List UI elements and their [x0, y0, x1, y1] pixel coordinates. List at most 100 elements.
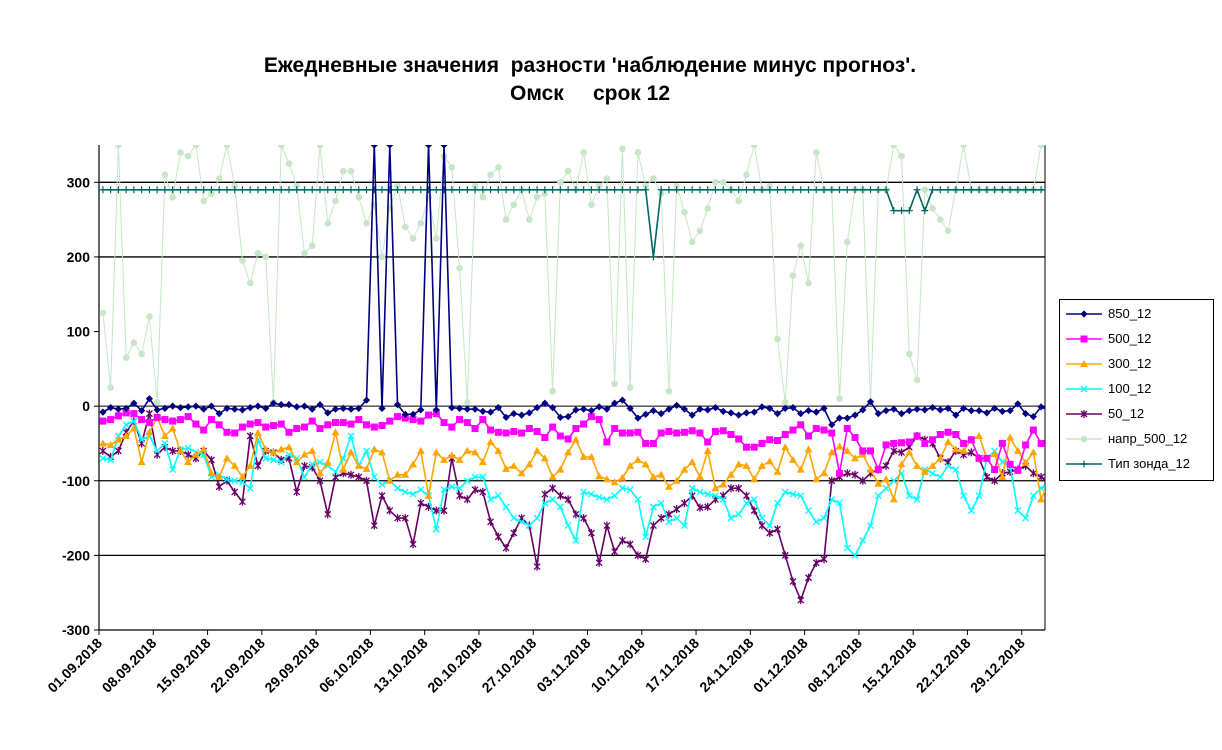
data-point [169, 417, 177, 425]
data-point [757, 461, 766, 469]
data-point [890, 439, 898, 447]
data-point [680, 522, 688, 529]
data-point [998, 473, 1007, 481]
data-point [448, 186, 456, 194]
data-point [1022, 441, 1030, 449]
data-point [633, 455, 642, 463]
data-point [564, 435, 572, 443]
data-point [936, 186, 944, 194]
data-point [378, 481, 386, 488]
data-point [913, 432, 921, 440]
data-point [898, 207, 906, 215]
data-point [332, 468, 339, 476]
data-point [494, 446, 503, 454]
data-point [300, 186, 308, 194]
data-point [657, 470, 666, 478]
data-point [138, 407, 146, 415]
data-point [370, 186, 378, 194]
data-point [758, 403, 766, 411]
data-point [277, 458, 285, 466]
x-tick-label: 17.11.2018 [642, 635, 702, 695]
data-point [231, 477, 239, 485]
data-point [215, 175, 223, 182]
data-point [424, 491, 433, 499]
data-point [370, 521, 378, 530]
data-point [991, 466, 999, 474]
data-point [285, 160, 293, 167]
data-point [448, 404, 456, 412]
data-point [471, 186, 479, 194]
data-point [836, 186, 844, 194]
data-point [1037, 473, 1045, 482]
data-point [208, 190, 215, 197]
data-point [254, 402, 262, 410]
data-point [611, 492, 619, 500]
legend-swatch [1066, 460, 1102, 468]
data-point [494, 492, 502, 500]
data-point [851, 551, 859, 559]
data-point [960, 145, 967, 149]
data-point [843, 446, 852, 454]
data-point [370, 445, 379, 453]
data-point [742, 443, 750, 451]
data-point [169, 446, 177, 455]
data-point [797, 186, 805, 194]
data-point [743, 171, 750, 179]
data-point [145, 186, 153, 194]
data-point [634, 428, 642, 436]
data-point [362, 396, 371, 404]
data-point [122, 354, 130, 361]
data-point [836, 499, 843, 507]
data-point [130, 410, 138, 418]
data-point [207, 186, 215, 194]
data-point [890, 446, 898, 455]
data-point [928, 461, 937, 469]
data-point [688, 238, 696, 246]
data-point [292, 458, 301, 466]
data-point [913, 376, 921, 384]
data-point [1006, 407, 1014, 415]
data-point [696, 503, 704, 512]
data-point [781, 443, 790, 451]
data-point [719, 186, 727, 194]
data-point [191, 450, 200, 458]
data-point [417, 186, 425, 194]
data-point [626, 429, 634, 437]
data-point [1006, 460, 1014, 468]
data-point [238, 478, 246, 486]
data-point [936, 454, 945, 462]
data-point [231, 182, 238, 190]
data-point [425, 411, 433, 419]
data-point [448, 164, 456, 171]
data-point [704, 186, 712, 194]
series-line [102, 145, 1045, 403]
data-point [859, 186, 867, 194]
data-point [486, 408, 495, 416]
data-point [688, 186, 696, 194]
data-point [618, 186, 626, 194]
data-point [308, 186, 316, 194]
data-point [1080, 360, 1088, 367]
data-point [355, 186, 363, 194]
data-point [611, 547, 619, 556]
data-point [262, 423, 270, 431]
data-point [355, 193, 363, 201]
data-point [122, 421, 130, 429]
data-point [184, 444, 192, 452]
legend-label: напр_500_12 [1108, 431, 1188, 446]
data-point [843, 238, 851, 246]
data-point [665, 186, 673, 194]
data-point [145, 409, 153, 418]
data-point [642, 555, 650, 564]
data-point [572, 186, 580, 194]
data-point [913, 186, 921, 194]
data-point [975, 454, 983, 462]
data-point [820, 469, 829, 477]
data-point [929, 469, 937, 477]
data-point [99, 454, 107, 462]
data-point [750, 506, 758, 515]
data-point [138, 439, 146, 448]
data-point [293, 182, 301, 190]
data-point [541, 190, 549, 197]
data-point [882, 186, 890, 194]
